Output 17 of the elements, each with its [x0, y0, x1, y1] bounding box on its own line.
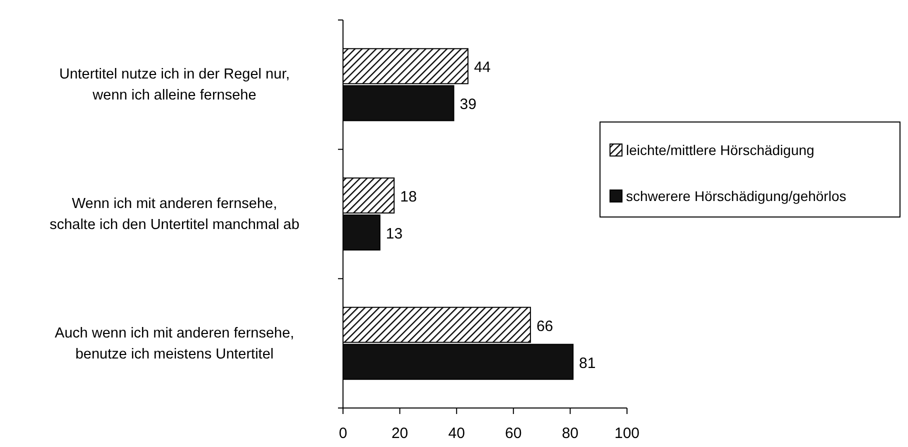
data-label: 39 — [460, 96, 476, 114]
data-label: 18 — [400, 188, 417, 206]
y-tick-label: Wenn ich mit anderen fernsehe, schalte ich den Untertitel manchmal ab — [50, 196, 300, 233]
data-label: 66 — [536, 318, 554, 335]
x-tick-label: 40 — [448, 425, 465, 442]
data-label: 13 — [386, 226, 403, 242]
data-label: 44 — [474, 59, 491, 76]
x-tick-label: 100 — [614, 425, 640, 442]
x-tick-label: 80 — [562, 425, 579, 442]
legend-label: leichte/mittlere Hörschädigung — [626, 142, 814, 158]
x-tick-label: 60 — [505, 425, 522, 442]
x-tick-label: 20 — [391, 425, 408, 442]
x-tick-label: 0 — [338, 425, 348, 442]
data-label: 81 — [579, 354, 596, 372]
y-tick-label: Untertitel nutze ich in der Regel nur, wenn ich alleine fernsehe — [59, 66, 290, 104]
legend-label: schwerere Hörschädigung/gehörlos — [626, 188, 846, 204]
y-tick-label: Auch wenn ich mit anderen fernsehe, benutze ich meistens Untertitel — [54, 325, 294, 362]
